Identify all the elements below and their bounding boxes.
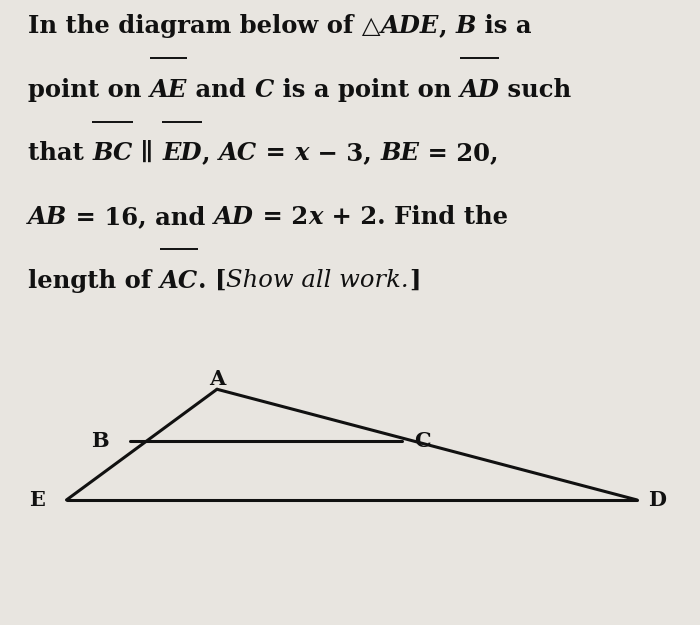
Text: C: C: [414, 431, 430, 451]
Text: ,: ,: [439, 14, 456, 38]
Text: ∥: ∥: [132, 141, 162, 165]
Text: A: A: [209, 369, 225, 389]
Text: x: x: [295, 141, 309, 165]
Text: − 3,: − 3,: [309, 141, 380, 165]
Text: AC: AC: [219, 141, 257, 165]
Text: ED: ED: [162, 141, 202, 165]
Text: + 2. Find the: + 2. Find the: [323, 205, 508, 229]
Text: AD: AD: [460, 78, 500, 102]
Text: length of: length of: [28, 269, 160, 292]
Text: BE: BE: [380, 141, 419, 165]
Text: C: C: [255, 78, 274, 102]
Text: point on: point on: [28, 78, 150, 102]
Text: AB: AB: [28, 205, 67, 229]
Text: x: x: [308, 205, 323, 229]
Text: = 16, and: = 16, and: [67, 205, 214, 229]
Text: that: that: [28, 141, 92, 165]
Text: ADE: ADE: [381, 14, 439, 38]
Text: D: D: [648, 490, 666, 510]
Text: = 2: = 2: [254, 205, 308, 229]
Text: BC: BC: [92, 141, 132, 165]
Text: E: E: [29, 490, 45, 510]
Text: is a point on: is a point on: [274, 78, 460, 102]
Text: ,: ,: [202, 141, 219, 165]
Text: AC: AC: [160, 269, 198, 292]
Text: . [: . [: [198, 269, 226, 292]
Text: is a: is a: [477, 14, 532, 38]
Text: B: B: [456, 14, 477, 38]
Text: In the diagram below of △: In the diagram below of △: [28, 14, 381, 38]
Text: AD: AD: [214, 205, 254, 229]
Text: such: such: [500, 78, 572, 102]
Text: B: B: [91, 431, 109, 451]
Text: and: and: [188, 78, 255, 102]
Text: Show all work.: Show all work.: [226, 269, 409, 291]
Text: AE: AE: [150, 78, 188, 102]
Text: ]: ]: [409, 269, 421, 292]
Text: =: =: [257, 141, 295, 165]
Text: = 20,: = 20,: [419, 141, 498, 165]
